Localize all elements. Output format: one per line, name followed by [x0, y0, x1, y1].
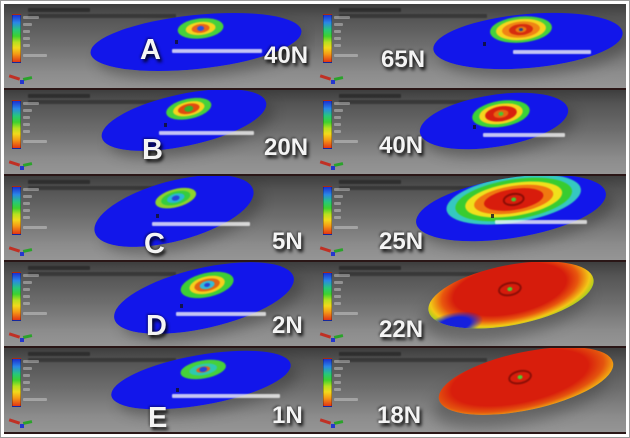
load-label: 40N [264, 42, 309, 69]
load-label: 1N [272, 402, 303, 429]
axis-triad-icon [8, 156, 37, 171]
annotation-bar [483, 133, 565, 137]
row-separator [4, 432, 626, 434]
panel-c-left: C 5N [4, 176, 315, 260]
annotation-bar [152, 222, 250, 226]
axis-triad-icon [319, 242, 348, 257]
probe-marker [180, 304, 183, 308]
legend-colorbar [323, 14, 332, 63]
row-d: D 2N 22N [4, 262, 626, 346]
annotation-bar [172, 49, 262, 53]
row-c: C 5N 25N [4, 176, 626, 260]
legend-colorbar [323, 186, 332, 235]
axis-triad-icon [8, 414, 37, 429]
axis-triad-icon [8, 242, 37, 257]
legend-colorbar [12, 358, 21, 407]
row-b: B 20N 40N [4, 90, 626, 174]
annotation-bar [159, 131, 254, 135]
load-label: 25N [379, 228, 424, 255]
row-separator [4, 260, 626, 262]
axis-triad-icon [319, 328, 348, 343]
row-label: D [146, 310, 167, 342]
load-label: 20N [264, 134, 309, 161]
panel-b-right: 40N [315, 90, 626, 174]
probe-marker [156, 214, 159, 218]
annotation-bar [495, 220, 587, 224]
row-label: C [144, 228, 165, 260]
panel-e-right: 18N [315, 348, 626, 432]
axis-triad-icon [8, 70, 37, 85]
panel-a-right: 65N [315, 4, 626, 88]
row-label: B [142, 134, 163, 166]
axis-triad-icon [8, 328, 37, 343]
legend-colorbar [12, 14, 21, 63]
row-label: E [148, 402, 168, 432]
panel-b-left: B 20N [4, 90, 315, 174]
load-label: 65N [381, 46, 426, 73]
load-label: 22N [379, 316, 424, 343]
probe-marker [175, 40, 178, 44]
axis-triad-icon [319, 414, 348, 429]
legend-colorbar [12, 272, 21, 321]
legend-colorbar [323, 100, 332, 149]
row-label: A [140, 34, 161, 66]
row-separator [4, 346, 626, 348]
panel-a-left: A 40N [4, 4, 315, 88]
row-separator [4, 88, 626, 90]
row-separator [4, 174, 626, 176]
load-label: 40N [379, 132, 424, 159]
legend-colorbar [12, 186, 21, 235]
row-e: E 1N 18N [4, 348, 626, 432]
panel-d-left: D 2N [4, 262, 315, 346]
panel-e-left: E 1N [4, 348, 315, 432]
probe-marker [176, 388, 179, 392]
probe-marker [164, 123, 167, 127]
panel-d-right: 22N [315, 262, 626, 346]
axis-triad-icon [319, 70, 348, 85]
panel-grid: A 40N 65N [4, 4, 626, 434]
load-label: 18N [377, 402, 422, 429]
probe-marker [483, 42, 486, 46]
legend-colorbar [323, 272, 332, 321]
legend-colorbar [12, 100, 21, 149]
annotation-bar [176, 312, 266, 316]
probe-marker [491, 214, 494, 218]
load-label: 2N [272, 312, 303, 339]
probe-marker [473, 125, 476, 129]
axis-triad-icon [319, 156, 348, 171]
legend-colorbar [323, 358, 332, 407]
load-label: 5N [272, 228, 303, 255]
annotation-bar [172, 394, 280, 398]
row-a: A 40N 65N [4, 4, 626, 88]
annotation-bar [513, 50, 591, 54]
panel-c-right: 25N [315, 176, 626, 260]
